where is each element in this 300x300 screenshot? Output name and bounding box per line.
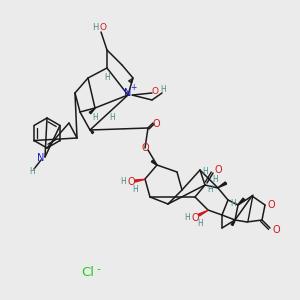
Text: Cl: Cl <box>82 266 94 278</box>
Text: H: H <box>29 167 35 176</box>
Text: O: O <box>267 200 275 210</box>
Text: H: H <box>207 185 213 194</box>
Text: H: H <box>202 167 208 176</box>
Polygon shape <box>231 220 235 226</box>
Text: O: O <box>152 88 158 97</box>
Polygon shape <box>238 198 245 205</box>
Text: N: N <box>37 153 45 163</box>
Polygon shape <box>89 108 95 114</box>
Text: O: O <box>214 165 222 175</box>
Text: H: H <box>230 199 236 208</box>
Text: H: H <box>197 220 203 229</box>
Text: H: H <box>212 175 218 184</box>
Text: H: H <box>104 74 110 82</box>
Text: H: H <box>132 184 138 194</box>
Text: O: O <box>152 119 160 129</box>
Text: H: H <box>109 113 115 122</box>
Polygon shape <box>152 160 157 165</box>
Text: H: H <box>120 178 126 187</box>
Text: O: O <box>272 225 280 235</box>
Polygon shape <box>135 179 145 182</box>
Text: H: H <box>92 113 98 122</box>
Text: H: H <box>92 22 98 32</box>
Polygon shape <box>218 182 227 188</box>
Text: +: + <box>130 83 136 92</box>
Text: O: O <box>127 177 135 187</box>
Text: O: O <box>191 213 199 223</box>
Polygon shape <box>90 130 94 134</box>
Text: O: O <box>100 22 106 32</box>
Text: N: N <box>124 88 132 98</box>
Text: H: H <box>184 214 190 223</box>
Text: -: - <box>96 264 100 274</box>
Polygon shape <box>199 210 208 216</box>
Text: O: O <box>141 143 149 153</box>
Text: H: H <box>160 85 166 94</box>
